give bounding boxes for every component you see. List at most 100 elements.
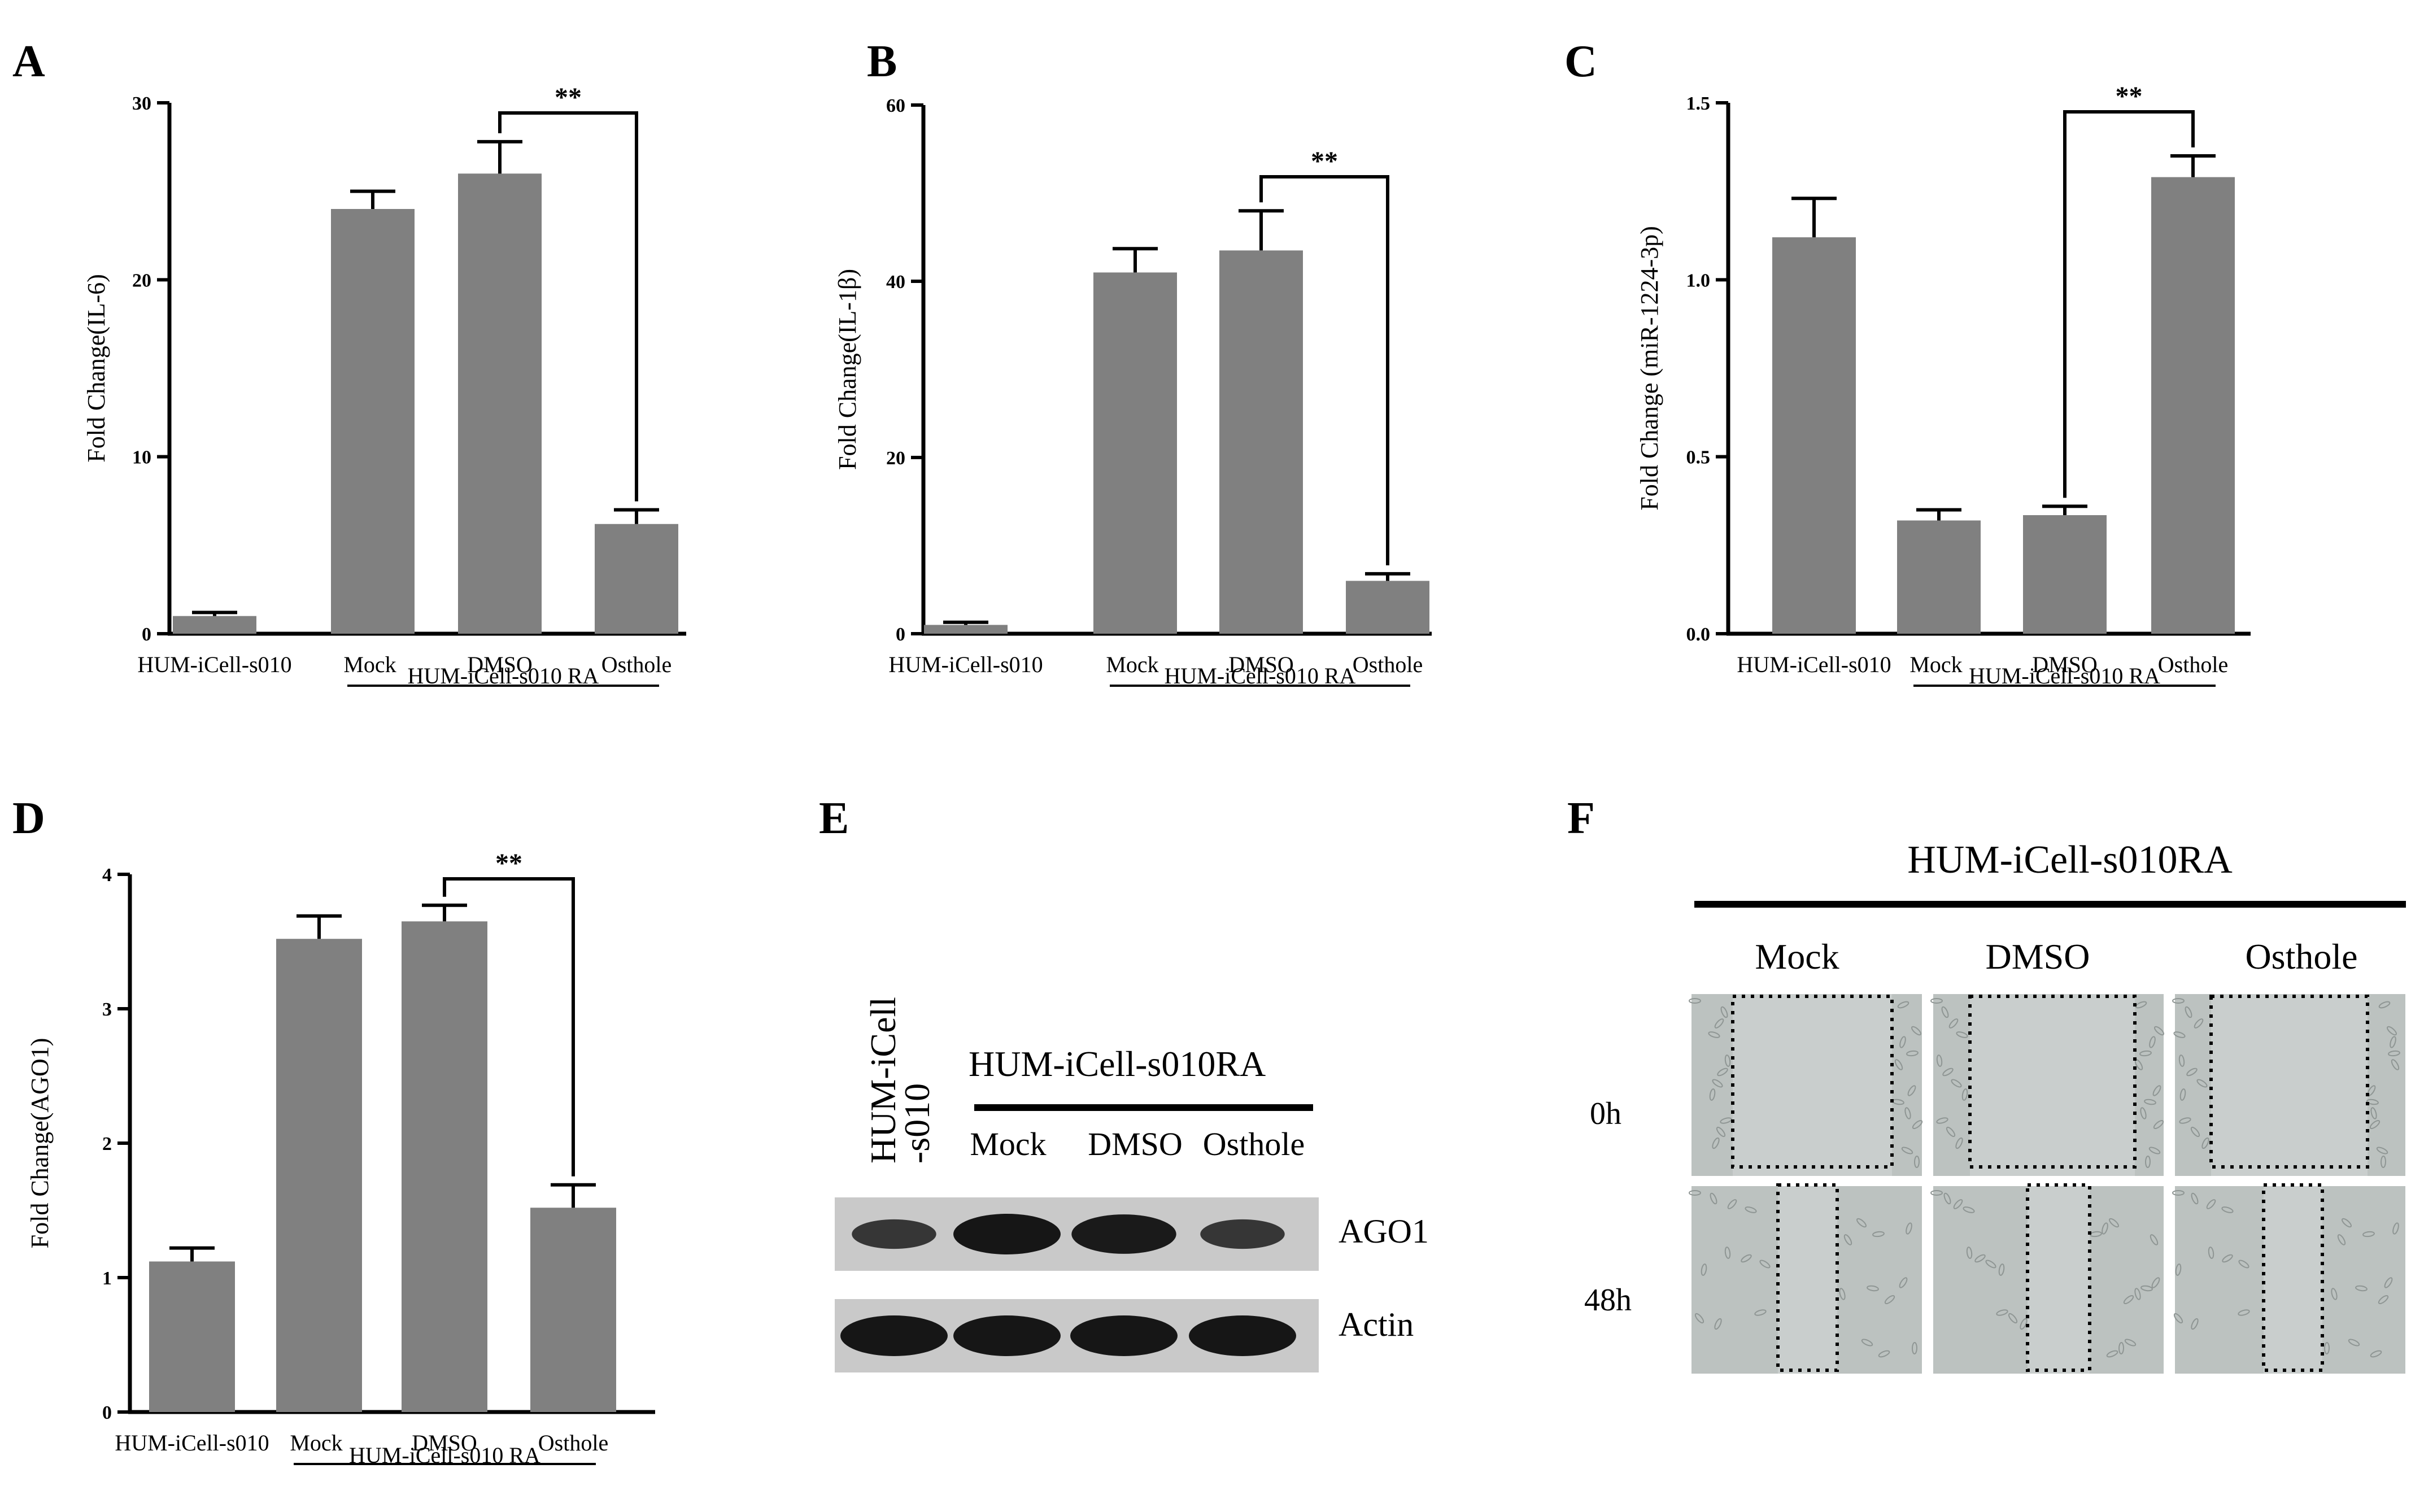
scratch-gap xyxy=(2264,1186,2322,1374)
chart-b-significance-label: ** xyxy=(1311,146,1338,176)
chart-c-significance-label: ** xyxy=(2116,81,2143,111)
cell-texture xyxy=(1904,1107,1911,1119)
blot-lane-dmso: DMSO xyxy=(1088,1126,1183,1162)
cell-texture xyxy=(1901,1147,1913,1154)
cell-texture xyxy=(2369,1119,2381,1130)
cell-texture xyxy=(2388,1050,2400,1057)
cell-texture xyxy=(2222,1254,2233,1263)
cell-texture xyxy=(1966,1247,1973,1259)
cell-texture xyxy=(2172,1190,2185,1196)
cell-texture xyxy=(1839,1288,1846,1300)
scratch-col-mock: Mock xyxy=(1755,936,1839,977)
cell-texture xyxy=(1720,1006,1728,1018)
chart-c-ytick-label: 1.5 xyxy=(1686,93,1711,114)
panel-letter-d: D xyxy=(12,794,45,843)
cell-texture xyxy=(1714,1018,1724,1029)
blot-lane-osthole: Osthole xyxy=(1203,1126,1305,1162)
cell-texture xyxy=(2208,1247,2214,1259)
panel-letter-b: B xyxy=(867,37,897,86)
chart-d-bar xyxy=(402,921,487,1412)
cell-texture xyxy=(2153,1119,2164,1130)
cell-texture xyxy=(2140,1285,2153,1292)
cell-texture xyxy=(1936,1117,1948,1124)
panel-letter-c: C xyxy=(1564,37,1597,86)
cell-texture xyxy=(1942,1067,1954,1077)
scratch-gap xyxy=(1778,1186,1837,1374)
blot-group-bar xyxy=(974,1104,1313,1111)
cell-texture xyxy=(1946,1126,1956,1138)
cell-texture xyxy=(2378,1001,2391,1009)
blot-rows xyxy=(835,1197,1319,1372)
chart-c-ytick-label: 0.0 xyxy=(1686,624,1711,645)
chart-a-significance-label: ** xyxy=(555,82,582,112)
cell-texture xyxy=(2201,1137,2209,1149)
cell-texture xyxy=(1878,1350,1890,1358)
cell-texture xyxy=(1906,1222,1912,1235)
scratch-images xyxy=(1689,994,2405,1374)
cell-texture xyxy=(2148,1147,2161,1154)
cell-texture xyxy=(2323,1342,2330,1354)
scratch-border xyxy=(2262,1183,2324,1372)
scratch-group-bar xyxy=(1694,901,2406,908)
cell-texture xyxy=(1906,1050,1919,1057)
chart-b-xtick-label: Osthole xyxy=(1353,652,1423,677)
chart-d-bar xyxy=(276,939,362,1412)
cell-texture xyxy=(2185,1006,2192,1018)
cell-texture xyxy=(2140,1107,2147,1119)
cell-texture xyxy=(1930,998,1943,1004)
blot-band xyxy=(840,1315,948,1356)
cell-texture xyxy=(1956,1031,1968,1038)
cell-texture xyxy=(2355,1285,2368,1292)
cell-texture xyxy=(1894,1059,1903,1070)
cell-texture xyxy=(1714,1318,1722,1330)
chart-c-ytick-label: 0.5 xyxy=(1686,447,1711,468)
panel-letter-f: F xyxy=(1567,794,1595,843)
chart-a-bar xyxy=(331,209,415,634)
scratch-border xyxy=(1776,1183,1839,1372)
cell-texture xyxy=(1941,1006,1949,1018)
bar-chart-il6: 0 10 20 30 Fold Change(IL-6) HUM-iCell-s010 Mo… xyxy=(82,82,686,689)
cell-texture xyxy=(2380,1156,2387,1168)
cell-texture xyxy=(2384,1277,2393,1288)
cell-texture xyxy=(1963,1206,1975,1213)
blot-band xyxy=(1200,1219,1285,1249)
chart-a-bar xyxy=(458,173,542,634)
cell-texture xyxy=(2149,1036,2156,1048)
chart-b-xtick-label: Mock xyxy=(1106,652,1158,677)
chart-b-ytick-label: 60 xyxy=(886,95,905,116)
cell-texture xyxy=(1701,1263,1707,1276)
chart-d-bar xyxy=(530,1208,616,1412)
cell-texture xyxy=(1899,1036,1906,1048)
blot-group-label: HUM-iCell-s010RA xyxy=(969,1044,1266,1084)
chart-d-bar xyxy=(149,1261,235,1412)
cell-texture xyxy=(2366,1099,2379,1105)
cell-texture xyxy=(1930,1190,1943,1196)
cell-texture xyxy=(1694,1313,1704,1324)
scratch-col-dmso: DMSO xyxy=(1986,936,2090,977)
cell-texture xyxy=(2144,1156,2151,1168)
blot-lane1-label-line2: -s010 xyxy=(897,1083,937,1164)
cell-texture xyxy=(2191,1318,2199,1330)
cell-texture xyxy=(2206,1199,2216,1209)
cell-texture xyxy=(1745,1206,1757,1213)
cell-texture xyxy=(1955,1137,1963,1149)
chart-c-bar xyxy=(2151,177,2235,634)
cell-texture xyxy=(1689,1190,1701,1196)
cell-texture xyxy=(2134,1288,2141,1300)
chart-d-ytick-label: 4 xyxy=(102,865,112,886)
cell-texture xyxy=(2392,1222,2399,1235)
cell-texture xyxy=(2123,1295,2134,1305)
cell-texture xyxy=(2221,1206,2234,1213)
cell-texture xyxy=(2106,1350,2118,1358)
chart-c-xtick-label: Osthole xyxy=(2158,652,2228,677)
cell-texture xyxy=(1884,1295,1895,1305)
cell-texture xyxy=(1717,1067,1728,1077)
chart-b-bar xyxy=(1093,272,1177,634)
cell-texture xyxy=(2109,1218,2119,1228)
chart-a-ytick-label: 20 xyxy=(132,270,151,291)
scratch-group-label: HUM-iCell-s010RA xyxy=(1907,838,2233,882)
cell-texture xyxy=(2118,1342,2125,1354)
chart-d-xtick-label: HUM-iCell-s010 xyxy=(115,1430,269,1456)
scratch-gap xyxy=(1970,994,2135,1176)
cell-texture xyxy=(2154,1026,2164,1036)
